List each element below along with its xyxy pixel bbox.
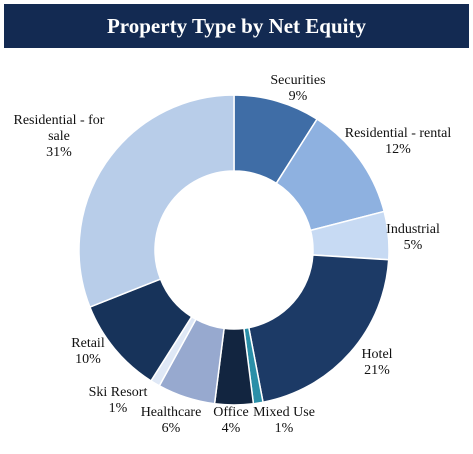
- slice-label-hotel: Hotel 21%: [361, 347, 392, 378]
- slice-label-office: Office 4%: [213, 405, 249, 436]
- slice-name: Hotel: [361, 347, 392, 362]
- slice-label-securities: Securities 9%: [270, 73, 325, 104]
- slice-label-ski-resort: Ski Resort 1%: [89, 385, 148, 416]
- slice-percent: 12%: [385, 142, 411, 157]
- slice-name: Industrial: [386, 222, 440, 237]
- slice-percent: 1%: [109, 401, 128, 416]
- slice-percent: 21%: [364, 363, 390, 378]
- slice-name: Healthcare: [141, 405, 202, 420]
- slice-name: Retail: [71, 336, 105, 351]
- slice-name: Residential - for: [14, 113, 105, 128]
- slice-name: Securities: [270, 73, 325, 88]
- slice-hotel: [247, 254, 390, 404]
- slice-percent: 10%: [75, 352, 101, 367]
- slice-percent: 9%: [289, 89, 308, 104]
- slice-name: Mixed Use: [253, 405, 315, 420]
- chart-title: Property Type by Net Equity: [4, 4, 469, 48]
- slices-layer: [78, 94, 390, 406]
- slice-residential-for-sale: [78, 94, 235, 309]
- slice-name: Residential - rental: [345, 126, 452, 141]
- slice-label-industrial: Industrial 5%: [386, 222, 440, 253]
- slice-percent: 4%: [222, 421, 241, 436]
- slice-name: Office: [213, 405, 249, 420]
- slice-name: Ski Resort: [89, 385, 148, 400]
- slice-name: sale: [48, 129, 70, 144]
- slice-label-residential-rental: Residential - rental 12%: [345, 126, 452, 157]
- slice-label-residential-for-sale: Residential - for sale 31%: [14, 113, 105, 160]
- slice-percent: 6%: [162, 421, 181, 436]
- slice-label-mixed-use: Mixed Use 1%: [253, 405, 315, 436]
- slice-label-retail: Retail 10%: [71, 336, 105, 367]
- slice-label-healthcare: Healthcare 6%: [141, 405, 202, 436]
- slice-percent: 31%: [46, 145, 72, 160]
- labels-layer: Securities 9% Residential - rental 12% Indus…: [14, 73, 452, 436]
- slice-percent: 5%: [404, 238, 423, 253]
- slice-percent: 1%: [275, 421, 294, 436]
